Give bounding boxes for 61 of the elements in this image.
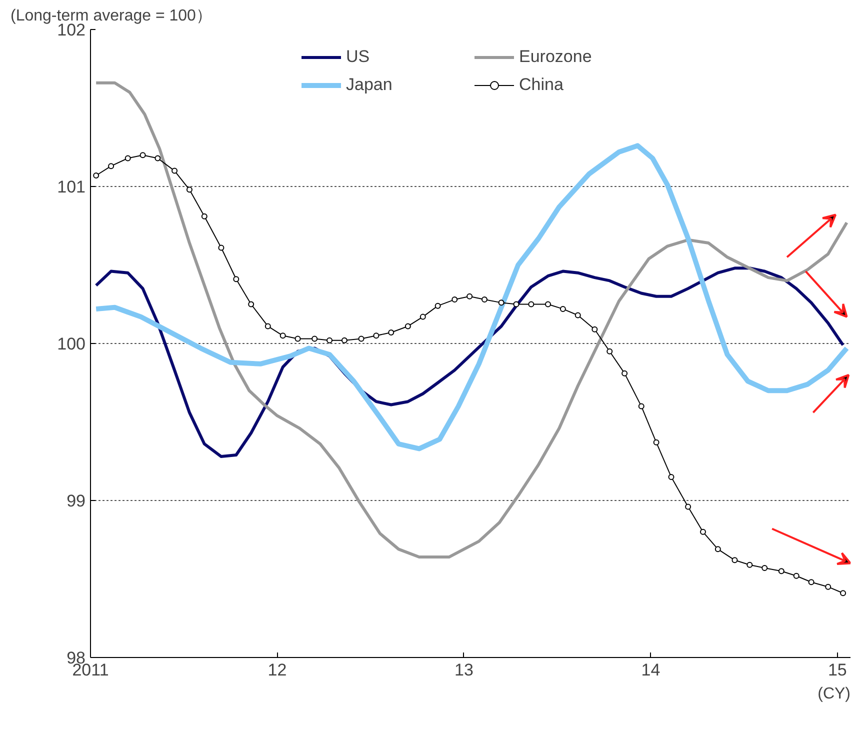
point [746,562,753,568]
point [420,314,426,320]
point [201,213,208,220]
point [762,565,768,572]
point [108,163,114,170]
point [622,370,628,376]
x-tick-label: 14 [641,660,660,680]
point [312,336,318,342]
point [668,474,674,480]
point [294,336,301,342]
point [326,337,333,344]
point [186,186,192,193]
y-tick-label: 101 [57,178,86,196]
point [574,312,581,318]
point [404,323,411,330]
point [358,336,364,342]
y-tick-label: 99 [66,492,86,510]
legend-label: China [519,75,564,95]
point [280,332,286,339]
point [218,244,224,251]
point [172,168,178,174]
point [653,439,660,446]
point [482,296,488,303]
point [264,323,271,330]
point [825,584,832,590]
point [93,172,100,179]
point [714,546,721,552]
point [732,557,738,564]
x-axis-title: (CY) [818,686,851,702]
point [560,306,566,312]
point [778,568,784,574]
y-tick-label: 100 [57,334,86,354]
point [434,302,441,309]
point [638,403,644,410]
point [140,152,146,158]
point [233,276,240,282]
x-tick-label: 12 [268,660,287,680]
point [793,572,800,579]
point [606,348,613,354]
point [528,301,534,308]
point [544,301,551,308]
legend-label: Japan [346,75,394,95]
point [373,332,380,339]
point [840,590,846,596]
point [685,504,692,510]
point [513,301,520,308]
point [592,326,598,332]
point [248,301,254,308]
point [124,155,131,162]
x-tick-label: 13 [454,660,474,680]
point [154,155,161,162]
point [808,579,814,586]
point [466,293,473,300]
point [498,300,504,306]
legend-label: Eurozone [519,47,593,67]
point [700,528,706,535]
point [388,330,394,336]
point [452,296,458,303]
x-tick-label: 15 [828,660,847,680]
legend-label: US [346,47,371,67]
point [341,337,348,344]
